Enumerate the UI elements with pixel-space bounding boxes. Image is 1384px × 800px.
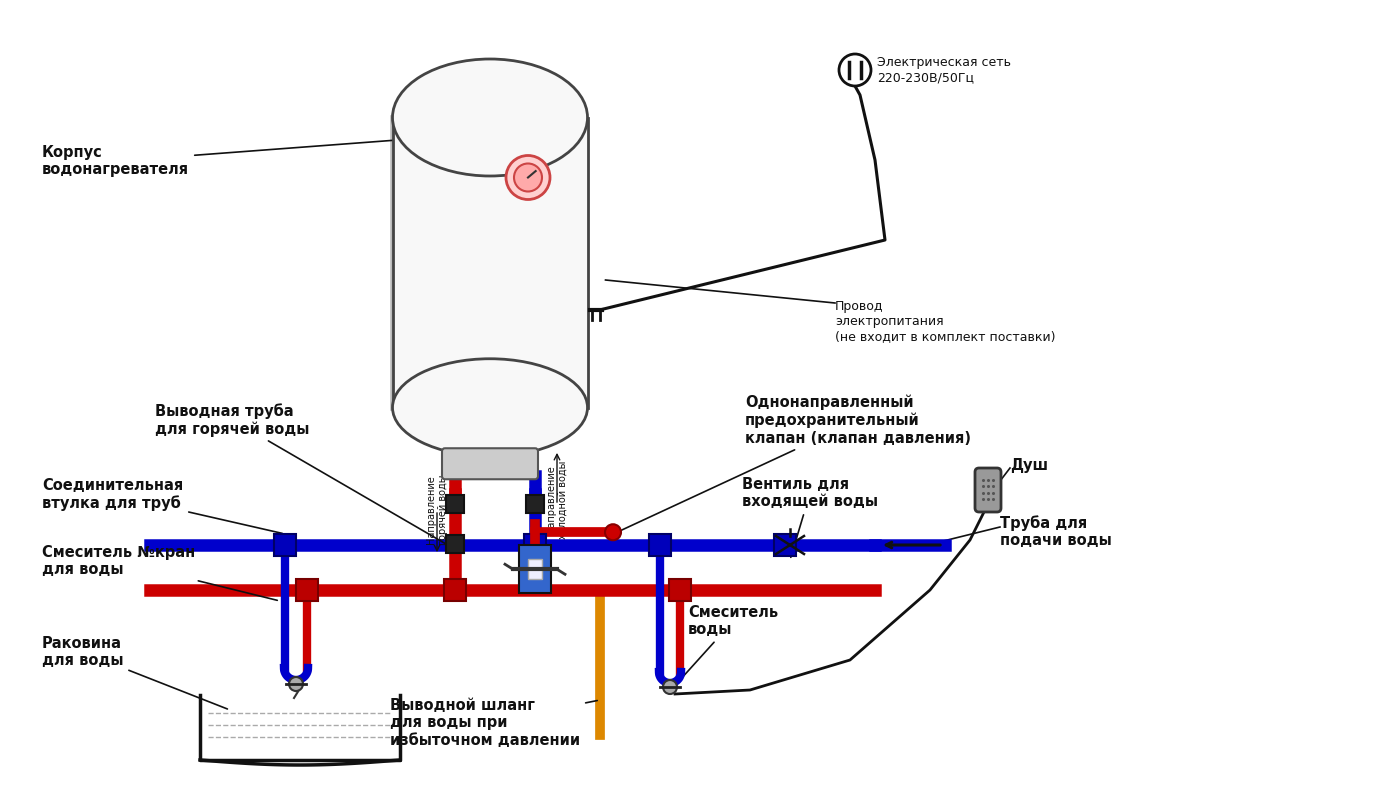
Text: Смеситель №кран
для воды: Смеситель №кран для воды: [42, 545, 277, 600]
FancyBboxPatch shape: [441, 448, 538, 479]
Text: Корпус
водонагревателя: Корпус водонагревателя: [42, 140, 394, 178]
Text: Смеситель
воды: Смеситель воды: [671, 605, 778, 689]
Bar: [529, 559, 543, 579]
Bar: [668, 579, 691, 601]
Bar: [774, 534, 796, 556]
Text: Раковина
для воды: Раковина для воды: [42, 636, 227, 709]
FancyBboxPatch shape: [974, 468, 1001, 512]
Bar: [649, 534, 671, 556]
Circle shape: [605, 524, 621, 540]
Text: Соединительная
втулка для труб: Соединительная втулка для труб: [42, 478, 282, 534]
Ellipse shape: [393, 358, 587, 456]
Text: Электрическая сеть
220-230В/50Гц: Электрическая сеть 220-230В/50Гц: [877, 56, 1010, 84]
Bar: [526, 495, 544, 514]
Circle shape: [513, 163, 543, 191]
Circle shape: [839, 54, 871, 86]
Bar: [446, 535, 464, 554]
Circle shape: [507, 155, 549, 199]
Circle shape: [663, 680, 677, 694]
Text: Вентиль для
входящей воды: Вентиль для входящей воды: [742, 477, 877, 558]
Bar: [526, 555, 544, 574]
Text: Направление
горячей воды: Направление горячей воды: [426, 474, 448, 546]
Text: Выводной шланг
для воды при
избыточном давлении: Выводной шланг для воды при избыточном д…: [390, 698, 598, 748]
Text: Душ: Душ: [1010, 458, 1048, 473]
Bar: [296, 579, 318, 601]
Bar: [525, 534, 547, 556]
Text: Направление
холодной воды: Направление холодной воды: [547, 461, 567, 539]
Text: Выводная труба
для горячей воды: Выводная труба для горячей воды: [155, 403, 453, 548]
Text: Труба для
подачи воды: Труба для подачи воды: [1001, 515, 1111, 548]
Bar: [444, 579, 466, 601]
FancyBboxPatch shape: [519, 546, 551, 594]
Text: Однонаправленный
предохранительный
клапан (клапан давления): Однонаправленный предохранительный клапа…: [620, 395, 972, 531]
Ellipse shape: [393, 59, 587, 176]
Bar: [393, 118, 587, 407]
Bar: [274, 534, 296, 556]
Bar: [446, 495, 464, 514]
Circle shape: [289, 677, 303, 691]
Text: Провод
электропитания
(не входит в комплект поставки): Провод электропитания (не входит в компл…: [835, 300, 1056, 343]
